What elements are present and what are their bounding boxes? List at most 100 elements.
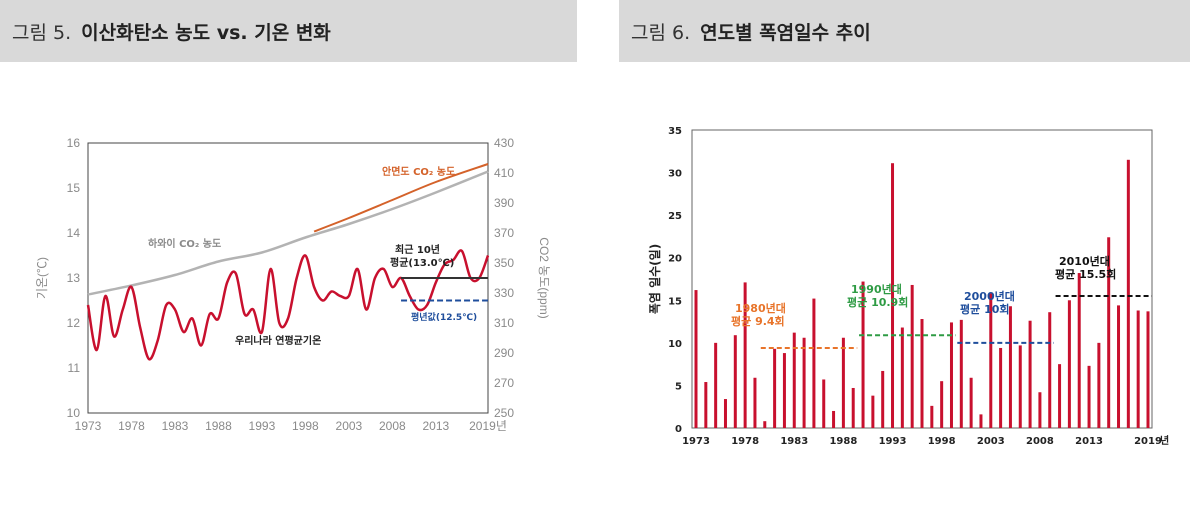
bar xyxy=(1058,364,1062,428)
bar xyxy=(969,377,973,428)
bar xyxy=(802,337,806,428)
bar xyxy=(989,293,993,428)
y-tick-label: 30 xyxy=(668,169,682,180)
x-tick-label: 1993 xyxy=(879,436,907,447)
bar xyxy=(743,282,747,428)
y-tick-label: 15 xyxy=(668,296,682,307)
y-tick-label: 35 xyxy=(668,126,682,137)
y-tick-label: 20 xyxy=(668,254,682,265)
normal-label: 평년값(12.5℃) xyxy=(411,311,477,323)
bar xyxy=(714,342,718,428)
figure5-number: 그림 5. xyxy=(12,21,72,44)
bar xyxy=(979,414,983,428)
bar xyxy=(851,387,855,428)
x-tick-label: 1988 xyxy=(205,419,232,433)
bar xyxy=(812,298,816,428)
y-tick-label: 10 xyxy=(67,406,81,420)
korea-temp-line xyxy=(86,249,490,361)
hawaii-co2-line xyxy=(87,170,489,296)
bar xyxy=(891,163,895,428)
x-tick-label: 1998 xyxy=(928,436,956,447)
y2-axis-label: CO2 농도(ppm) xyxy=(537,237,551,318)
y-tick-label: 14 xyxy=(67,226,81,240)
y-tick-label: 13 xyxy=(67,271,81,285)
bar xyxy=(782,353,786,428)
y2-tick-label: 330 xyxy=(494,286,514,300)
x-tick-label: 2013 xyxy=(422,419,449,433)
bar xyxy=(841,337,845,428)
bar xyxy=(1038,392,1042,428)
y-tick-label: 11 xyxy=(68,361,81,375)
y-axis-label: 기온(℃) xyxy=(35,257,49,299)
y-tick-label: 15 xyxy=(67,181,81,195)
bar xyxy=(1136,310,1140,428)
decade-label-2: 평균 15.5회 xyxy=(1055,267,1116,281)
bar xyxy=(694,290,698,428)
figure5-header: 그림 5. 이산화탄소 농도 vs. 기온 변화 xyxy=(0,0,577,62)
bar xyxy=(753,377,757,428)
y2-tick-label: 410 xyxy=(494,166,514,180)
korea-temp-label: 우리나라 연평균기온 xyxy=(235,334,321,347)
decade-label-1: 2010년대 xyxy=(1059,254,1110,268)
y-tick-label: 25 xyxy=(668,211,682,222)
temperature-co2-chart: 10 11 12 13 14 15 16 250 270 290 310 330 350 370 390 41… xyxy=(35,136,551,433)
y2-tick-label: 390 xyxy=(494,196,514,210)
y2-tick-label: 310 xyxy=(494,316,514,330)
recent-label-1: 최근 10년 xyxy=(395,243,440,256)
y2-tick-label: 430 xyxy=(494,136,514,150)
bar xyxy=(773,348,777,428)
bar xyxy=(733,335,737,428)
bar xyxy=(832,410,836,428)
x-tick-label: 2008 xyxy=(1026,436,1054,447)
heatwave-days-chart: 0 5 10 15 20 25 30 35 1973 1978 1983 1988 1993 1998 20… xyxy=(647,126,1169,447)
x-tick-label: 2008 xyxy=(379,419,406,433)
bar xyxy=(1087,365,1091,428)
x-tick-label: 1983 xyxy=(780,436,808,447)
bar xyxy=(949,322,953,428)
bar xyxy=(999,347,1003,428)
hawaii-label: 하와이 CO₂ 농도 xyxy=(148,237,221,250)
y2-tick-label: 270 xyxy=(494,376,514,390)
y-tick-label: 12 xyxy=(67,316,81,330)
x-tick-label: 1983 xyxy=(162,419,189,433)
y-tick-label: 0 xyxy=(675,424,682,435)
y2-tick-label: 350 xyxy=(494,256,514,270)
y-tick-label: 10 xyxy=(668,339,682,350)
x-tick-label: 1973 xyxy=(682,436,710,447)
bar xyxy=(763,421,767,428)
figure6-number: 그림 6. xyxy=(631,21,691,44)
bar xyxy=(1107,237,1111,428)
bar xyxy=(1067,300,1071,428)
figure6-title: 연도별 폭염일수 추이 xyxy=(700,21,871,44)
bar xyxy=(1126,159,1130,429)
anmyeon-label: 안면도 CO₂ 농도 xyxy=(382,165,455,178)
decade-label-1: 1980년대 xyxy=(735,301,786,315)
figure5-title: 이산화탄소 농도 vs. 기온 변화 xyxy=(81,21,331,44)
bar xyxy=(1028,320,1032,428)
x-axis-suffix: 년 xyxy=(1160,434,1169,447)
x-tick-label: 1978 xyxy=(118,419,145,433)
bar xyxy=(1008,306,1012,428)
bar xyxy=(910,284,914,428)
bar xyxy=(1097,342,1101,428)
x-tick-label: 1993 xyxy=(249,419,276,433)
bar xyxy=(920,319,924,428)
bar xyxy=(723,399,727,428)
bar xyxy=(940,381,944,428)
bar xyxy=(704,382,708,428)
y2-tick-label: 290 xyxy=(494,346,514,360)
y-tick-label: 16 xyxy=(67,136,81,150)
x-tick-label: 1988 xyxy=(829,436,857,447)
x-tick-label: 1973 xyxy=(75,419,102,433)
y-axis-label: 폭염 일수(일) xyxy=(647,244,662,314)
x-tick-label: 1998 xyxy=(292,419,319,433)
decade-label-2: 평균 10회 xyxy=(960,302,1010,316)
x-tick-label: 2013 xyxy=(1075,436,1103,447)
bar xyxy=(930,405,934,428)
decade-label-2: 평균 9.4회 xyxy=(731,314,785,328)
bar xyxy=(1117,305,1121,428)
bar xyxy=(881,370,885,428)
recent-label-2: 평균(13.0℃) xyxy=(390,256,454,269)
anmyeon-co2-line xyxy=(313,163,489,233)
decade-label-1: 1990년대 xyxy=(851,282,902,296)
